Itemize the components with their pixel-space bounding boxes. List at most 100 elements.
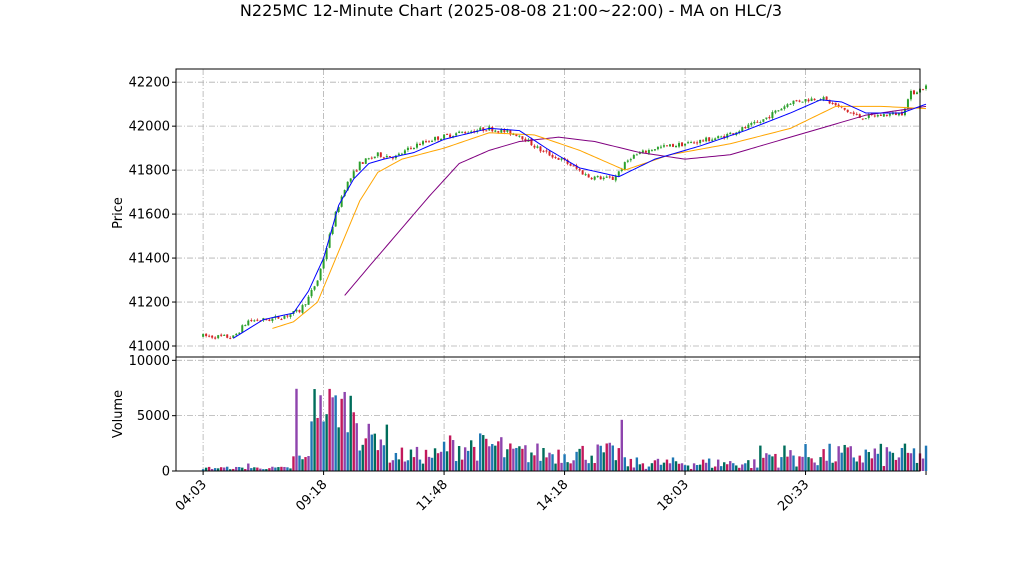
candle-body xyxy=(524,138,527,142)
volume-bar xyxy=(277,467,280,471)
candle-body xyxy=(202,334,205,337)
volume-bar xyxy=(689,468,693,471)
volume-bar xyxy=(723,462,726,471)
volume-bar xyxy=(626,466,630,471)
candle-body xyxy=(280,319,283,321)
candle-body xyxy=(244,325,247,327)
volume-bar xyxy=(816,465,819,471)
candle-body xyxy=(843,107,846,110)
volume-bar xyxy=(569,463,572,471)
candle-body xyxy=(828,99,831,104)
volume-bar xyxy=(274,467,277,471)
volume-bar xyxy=(343,391,346,471)
volume-bar xyxy=(780,457,783,471)
volume-bar xyxy=(801,456,804,471)
volume-bar xyxy=(313,389,316,471)
candle-body xyxy=(361,162,364,164)
candle-body xyxy=(822,97,825,100)
volume-bar xyxy=(295,388,298,471)
volume-bar xyxy=(316,417,319,471)
volume-bar xyxy=(563,454,566,471)
candle-body xyxy=(307,296,310,305)
volume-bar xyxy=(707,458,711,471)
candle-body xyxy=(708,137,711,142)
candle-body xyxy=(699,139,702,144)
volume-bar xyxy=(412,457,416,471)
candle-body xyxy=(253,320,256,322)
candle-body xyxy=(876,115,879,117)
volume-bar xyxy=(265,469,268,471)
volume-bar xyxy=(400,447,404,471)
candle-body xyxy=(322,258,325,269)
volume-bar xyxy=(271,466,274,471)
candle-body xyxy=(506,130,509,132)
candle-body xyxy=(268,319,271,321)
candle-body xyxy=(864,118,867,120)
volume-bar xyxy=(774,453,777,471)
volume-bar xyxy=(656,458,660,471)
volume-bar xyxy=(765,453,768,471)
candle-body xyxy=(283,316,286,319)
volume-bar xyxy=(810,458,813,471)
candle-body xyxy=(732,133,735,135)
candle-body xyxy=(521,136,524,140)
volume-bar xyxy=(283,466,286,471)
volume-bar xyxy=(379,439,383,471)
x-tick-label: 14:18 xyxy=(534,477,571,514)
candle-body xyxy=(346,181,349,191)
volume-bar xyxy=(232,468,235,471)
volume-bar xyxy=(632,467,636,471)
volume-bar xyxy=(692,463,696,471)
candle-body xyxy=(792,100,795,105)
candle-body xyxy=(690,142,693,144)
candle-body xyxy=(723,136,726,139)
volume-bar xyxy=(608,442,611,471)
candle-body xyxy=(428,141,431,143)
volume-bar xyxy=(557,449,560,471)
candle-body xyxy=(750,123,753,125)
candle-body xyxy=(385,155,388,158)
volume-bar xyxy=(219,467,223,471)
candle-body xyxy=(789,103,792,105)
candle-body xyxy=(623,162,626,170)
volume-bar xyxy=(843,444,846,471)
candle-body xyxy=(409,147,412,149)
volume-bar xyxy=(623,457,627,471)
candle-body xyxy=(533,145,536,148)
volume-bar xyxy=(665,459,669,471)
candle-body xyxy=(714,138,717,141)
candle-body xyxy=(753,121,756,124)
volume-bar xyxy=(668,463,672,471)
volume-axis-label: Volume xyxy=(111,390,126,438)
candle-body xyxy=(343,190,346,197)
candle-body xyxy=(494,130,497,132)
volume-bar xyxy=(445,451,449,471)
candle-body xyxy=(328,234,331,248)
candle-body xyxy=(497,131,500,133)
volume-bar xyxy=(876,453,880,471)
volume-bar xyxy=(403,461,407,471)
candle-body xyxy=(503,129,506,133)
candle-body xyxy=(455,133,458,136)
volume-bar xyxy=(518,446,521,471)
volume-bar xyxy=(280,466,283,471)
candle-body xyxy=(578,169,581,171)
volume-bar xyxy=(497,441,500,471)
candle-body xyxy=(313,286,316,290)
candle-body xyxy=(470,131,473,133)
volume-bar xyxy=(433,448,437,471)
volume-bar xyxy=(394,452,398,471)
volume-bar xyxy=(575,451,578,471)
volume-bar xyxy=(710,467,714,471)
candle-body xyxy=(542,150,545,152)
volume-bar xyxy=(539,460,542,471)
candle-body xyxy=(741,127,744,132)
volume-bar xyxy=(210,468,214,471)
volume-bar xyxy=(882,466,886,471)
volume-bar xyxy=(340,398,343,471)
candle-body xyxy=(434,137,437,141)
candle-body xyxy=(656,147,659,150)
volume-bar xyxy=(256,467,259,471)
volume-panel-frame xyxy=(175,356,921,472)
candle-body xyxy=(879,114,882,116)
